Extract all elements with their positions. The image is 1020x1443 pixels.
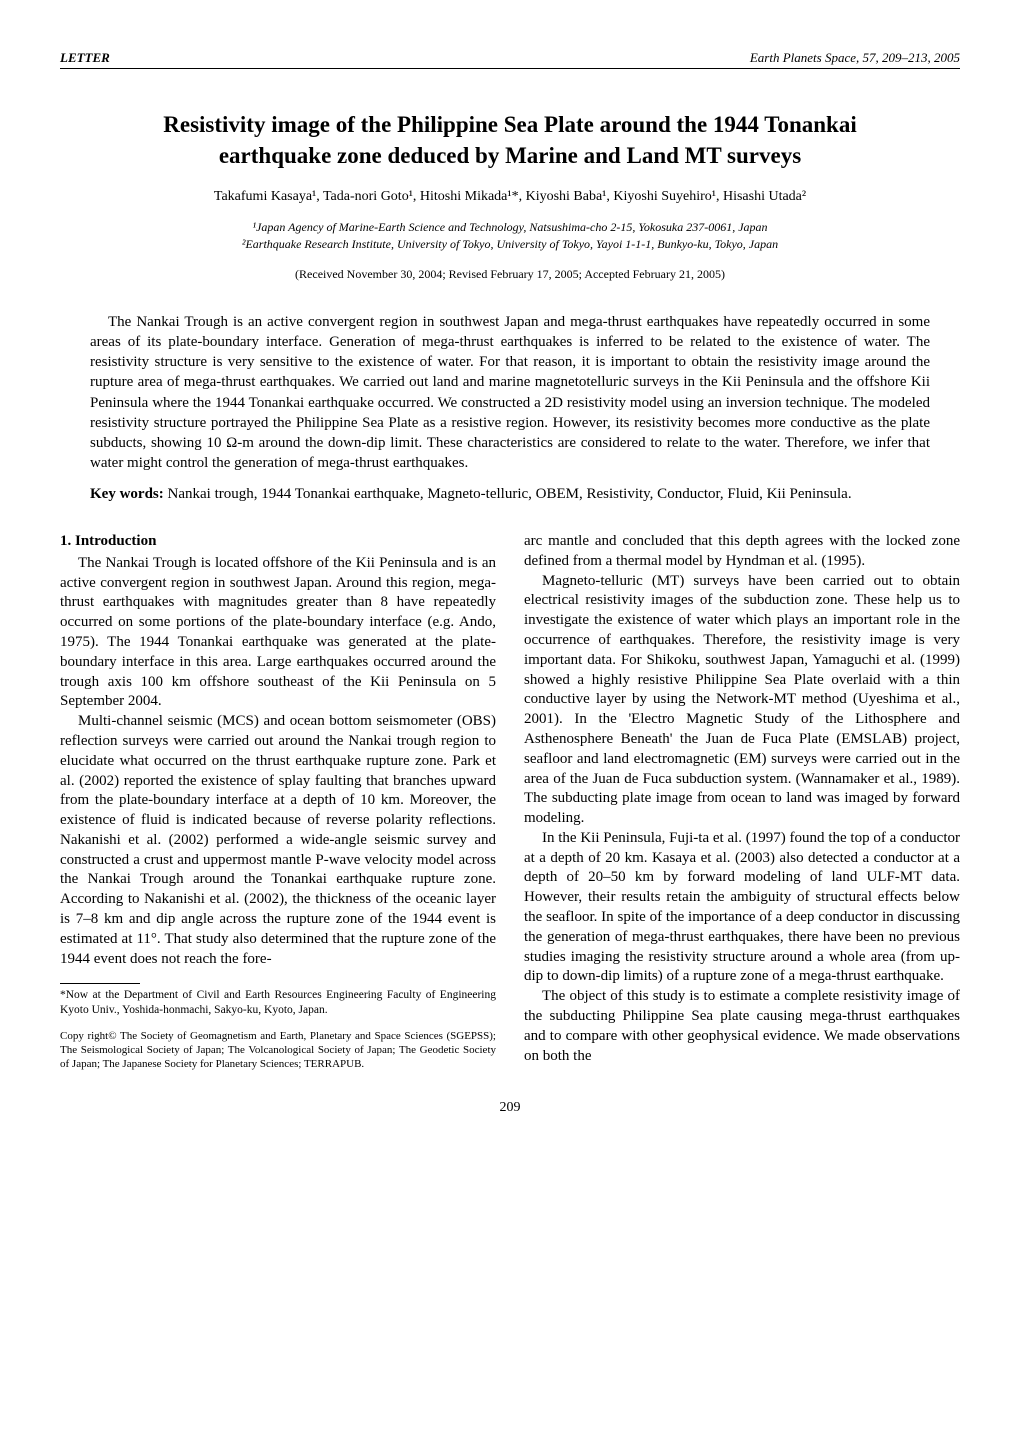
author-footnote: *Now at the Department of Civil and Eart…: [60, 988, 496, 1018]
section-1-heading: 1. Introduction: [60, 532, 496, 552]
right-column: arc mantle and concluded that this depth…: [524, 532, 960, 1072]
keywords-block: Key words: Nankai trough, 1944 Tonankai …: [90, 484, 930, 504]
paper-title: Resistivity image of the Philippine Sea …: [60, 109, 960, 171]
affiliation-2: ²Earthquake Research Institute, Universi…: [242, 237, 778, 251]
running-header: LETTER Earth Planets Space, 57, 209–213,…: [60, 50, 960, 69]
title-line2: earthquake zone deduced by Marine and La…: [219, 143, 801, 168]
header-right: Earth Planets Space, 57, 209–213, 2005: [750, 50, 960, 66]
keywords-text: Nankai trough, 1944 Tonankai earthquake,…: [164, 486, 852, 502]
affiliations: ¹Japan Agency of Marine-Earth Science an…: [60, 219, 960, 253]
intro-para-3: arc mantle and concluded that this depth…: [524, 532, 960, 572]
keywords-label: Key words:: [90, 486, 164, 502]
body-columns: 1. Introduction The Nankai Trough is loc…: [60, 532, 960, 1072]
abstract-text: The Nankai Trough is an active convergen…: [90, 312, 930, 474]
submission-dates: (Received November 30, 2004; Revised Feb…: [60, 267, 960, 282]
copyright-notice: Copy right© The Society of Geomagnetism …: [60, 1030, 496, 1071]
title-line1: Resistivity image of the Philippine Sea …: [163, 112, 856, 137]
intro-para-2: Multi-channel seismic (MCS) and ocean bo…: [60, 712, 496, 969]
footnote-separator: [60, 983, 140, 984]
authors-line: Takafumi Kasaya¹, Tada-nori Goto¹, Hitos…: [60, 189, 960, 205]
intro-para-4: Magneto-telluric (MT) surveys have been …: [524, 572, 960, 829]
intro-para-5: In the Kii Peninsula, Fuji-ta et al. (19…: [524, 829, 960, 987]
intro-para-1: The Nankai Trough is located offshore of…: [60, 554, 496, 712]
intro-para-6: The object of this study is to estimate …: [524, 987, 960, 1066]
header-left: LETTER: [60, 50, 110, 66]
left-column: 1. Introduction The Nankai Trough is loc…: [60, 532, 496, 1072]
page-number: 209: [60, 1100, 960, 1116]
affiliation-1: ¹Japan Agency of Marine-Earth Science an…: [252, 220, 767, 234]
